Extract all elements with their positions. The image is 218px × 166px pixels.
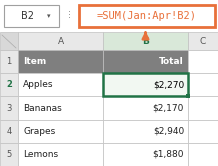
Bar — [18, 120, 103, 143]
Bar — [18, 143, 103, 166]
Bar — [188, 50, 218, 73]
Bar — [186, 94, 190, 98]
Text: ⁝: ⁝ — [68, 11, 70, 21]
Bar — [103, 120, 188, 143]
Bar — [0, 96, 18, 120]
Bar — [103, 143, 188, 166]
Text: 1: 1 — [6, 57, 12, 66]
Bar — [188, 96, 218, 120]
Text: $1,880: $1,880 — [153, 150, 184, 159]
Text: 2: 2 — [6, 80, 12, 89]
Bar — [103, 73, 188, 96]
Text: Lemons: Lemons — [23, 150, 58, 159]
Text: B: B — [142, 37, 149, 45]
Bar — [0, 0, 218, 32]
Text: Grapes: Grapes — [23, 127, 55, 136]
Text: Bananas: Bananas — [23, 103, 62, 113]
Bar — [0, 73, 18, 96]
Bar — [79, 5, 215, 27]
Bar — [103, 32, 188, 50]
Bar — [188, 73, 218, 96]
Bar — [0, 143, 18, 166]
Text: B2: B2 — [20, 11, 34, 21]
Bar — [103, 50, 188, 73]
Text: =SUM(Jan:Apr!B2): =SUM(Jan:Apr!B2) — [97, 11, 197, 21]
Bar — [18, 73, 103, 96]
Text: C: C — [200, 37, 206, 45]
Text: $2,170: $2,170 — [153, 103, 184, 113]
Text: Total: Total — [159, 57, 184, 66]
Bar — [4, 5, 59, 27]
Text: Item: Item — [23, 57, 46, 66]
Bar — [103, 73, 188, 96]
Bar — [0, 50, 18, 73]
Bar — [18, 32, 103, 50]
Bar — [0, 120, 18, 143]
Text: 3: 3 — [6, 103, 12, 113]
Bar — [188, 120, 218, 143]
Text: Apples: Apples — [23, 80, 53, 89]
Bar — [188, 32, 218, 50]
Bar — [103, 96, 188, 120]
Bar — [18, 50, 103, 73]
Bar — [0, 32, 18, 50]
Text: A: A — [57, 37, 64, 45]
Text: 5: 5 — [6, 150, 12, 159]
Bar — [18, 96, 103, 120]
Text: 4: 4 — [6, 127, 12, 136]
Text: $2,940: $2,940 — [153, 127, 184, 136]
Bar — [188, 143, 218, 166]
Text: ▾: ▾ — [47, 13, 51, 19]
Text: $2,270: $2,270 — [153, 80, 184, 89]
